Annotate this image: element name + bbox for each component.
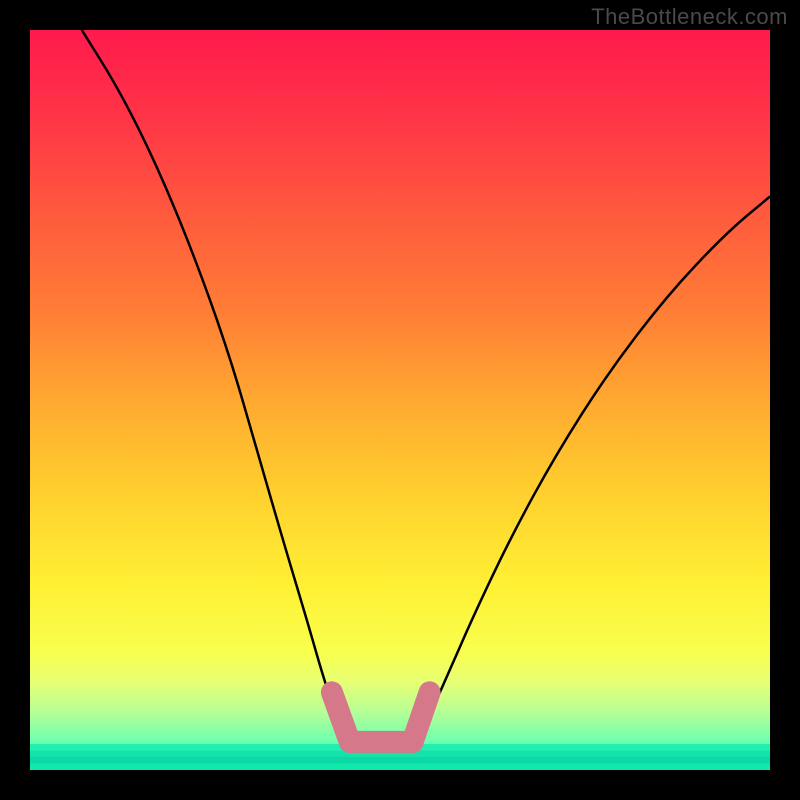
plot-area [30,30,770,770]
watermark-text: TheBottleneck.com [591,4,788,30]
left-curve [82,30,341,729]
right-curve [422,197,770,730]
highlight-segment [413,692,430,742]
curve-overlay [30,30,770,770]
